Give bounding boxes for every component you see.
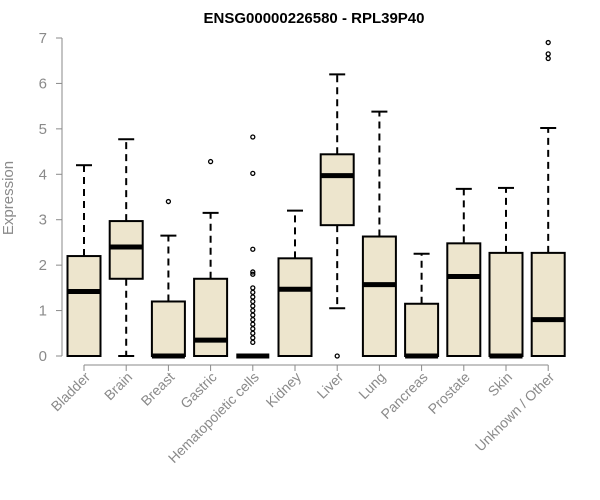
box-iqr [488, 251, 524, 357]
outlier-point [250, 298, 256, 305]
outlier-point [334, 353, 340, 359]
box-0 [66, 164, 102, 357]
box-iqr [319, 153, 355, 227]
outlier-point [207, 158, 214, 165]
y-tick-label: 4 [39, 166, 47, 183]
box-iqr [277, 257, 313, 358]
outlier-point [250, 303, 256, 309]
outlier-point [165, 198, 172, 205]
outlier-point [250, 269, 256, 275]
x-tick-label: Prostate [425, 369, 473, 417]
x-tick-label: Kidney [263, 369, 305, 411]
y-tick-label: 3 [39, 212, 47, 229]
outlier-point [250, 317, 256, 323]
box-6 [319, 73, 355, 359]
outlier-point [250, 321, 256, 327]
y-tick-label: 2 [39, 257, 47, 274]
y-axis: 0 1 2 3 4 5 6 7 [39, 30, 63, 365]
box-1 [108, 138, 144, 357]
outlier-point [250, 294, 256, 300]
y-tick-label: 5 [39, 121, 47, 138]
box-2 [150, 198, 186, 359]
outlier-point [250, 330, 256, 336]
x-tick-label: Brain [101, 369, 135, 403]
box-4 [236, 134, 270, 359]
x-tick-label: Skin [485, 369, 516, 400]
x-tick-label: Unknown / Other [472, 369, 558, 455]
box-iqr [530, 251, 566, 357]
box-7 [361, 110, 397, 357]
outlier-point [545, 55, 551, 62]
box-iqr [150, 300, 186, 358]
box-8 [404, 252, 440, 359]
outlier-point [250, 134, 256, 140]
box-11 [530, 39, 566, 357]
outlier-point [250, 246, 256, 252]
box-iqr [108, 220, 144, 280]
outlier-point [545, 51, 551, 57]
outlier-point [545, 39, 551, 46]
x-tick-label: Lung [355, 369, 388, 402]
y-axis-label: Expression [0, 161, 17, 235]
box-3 [193, 158, 229, 357]
outlier-point [250, 326, 256, 332]
box-iqr [66, 255, 102, 357]
outlier-point [250, 271, 256, 277]
outlier-point [250, 339, 256, 346]
x-tick-label: Bladder [48, 369, 94, 415]
box-5 [277, 209, 313, 358]
outlier-point [250, 289, 256, 296]
box-iqr [404, 302, 440, 357]
y-tick-label: 7 [39, 30, 47, 47]
chart-title: ENSG00000226580 - RPL39P40 [204, 10, 425, 27]
outlier-point [250, 307, 256, 314]
x-tick-label: Breast [138, 369, 178, 409]
outlier-point [250, 170, 256, 177]
box-9 [446, 187, 482, 357]
y-tick-label: 1 [39, 303, 47, 320]
outlier-point [250, 312, 256, 318]
y-tick-label: 0 [39, 348, 47, 365]
y-tick-label: 6 [39, 75, 47, 92]
box-iqr [193, 277, 229, 357]
box-iqr [446, 242, 482, 357]
box-10 [488, 186, 524, 359]
x-tick-label: Pancreas [378, 369, 431, 422]
boxes-group [66, 39, 566, 359]
box-iqr [361, 235, 397, 357]
outlier-point [250, 285, 256, 291]
outlier-point [250, 335, 256, 341]
x-tick-label: Liver [314, 369, 347, 402]
